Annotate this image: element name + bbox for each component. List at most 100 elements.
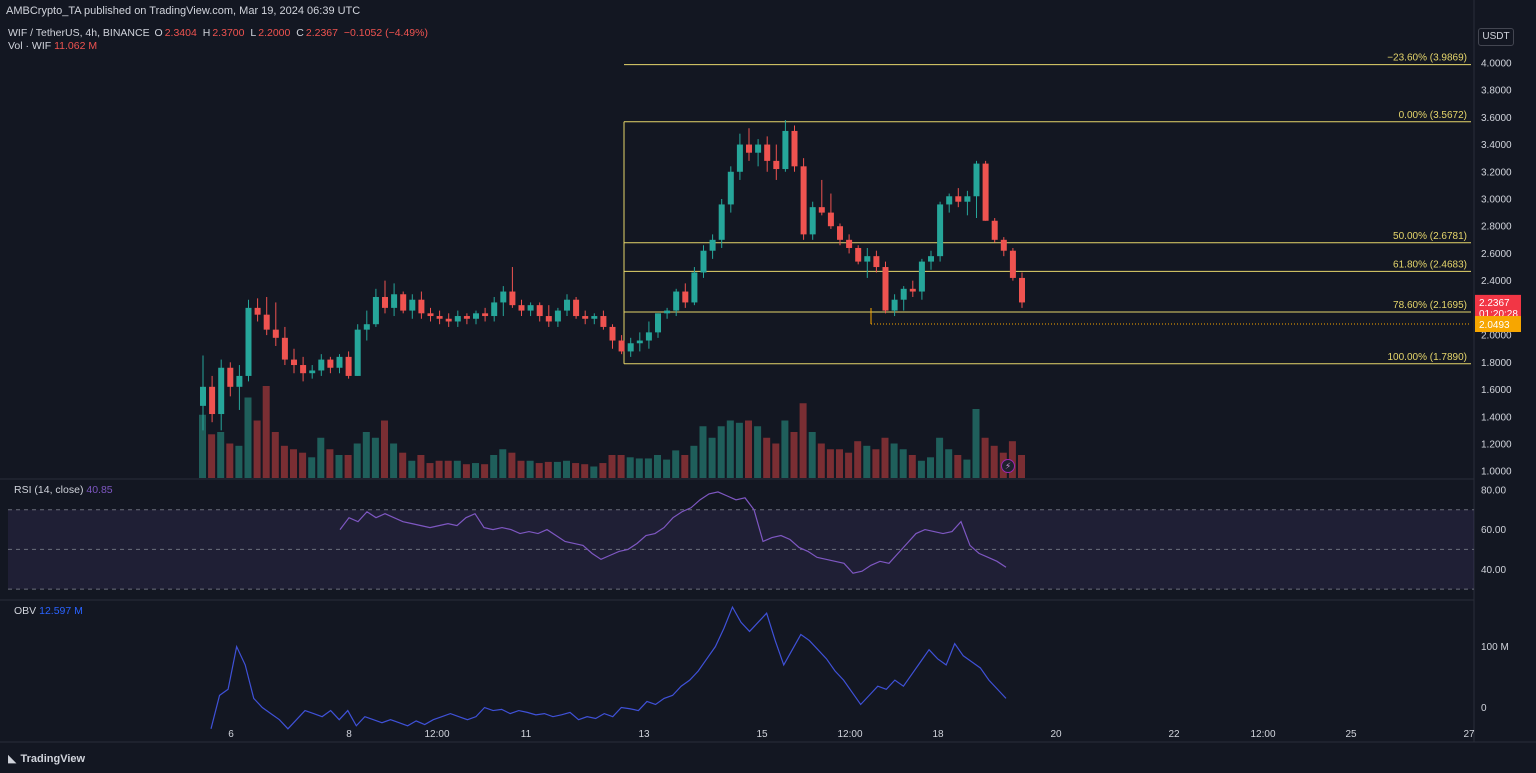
candle-body <box>955 196 962 202</box>
obv-legend[interactable]: OBV 12.597 M <box>14 605 83 617</box>
candle-body <box>846 239 853 248</box>
tradingview-logo-icon: ◣ <box>8 753 17 765</box>
candle-body <box>281 337 288 360</box>
candle-body <box>236 375 243 387</box>
fibonacci-retracement: −23.60% (3.9869) 0.00% (3.5672) 50.00% (2.… <box>623 53 1471 365</box>
volume-bar <box>490 455 498 478</box>
volume-bar <box>881 437 889 478</box>
currency-selector[interactable]: USDT <box>1478 28 1514 46</box>
fib-level-label: 61.80% (2.4683) <box>1393 259 1467 270</box>
candle-body <box>636 340 643 344</box>
symbol-legend[interactable]: WIF / TetherUS, 4h, BINANCE O 2.3404 H 2.3… <box>8 27 431 39</box>
price-tick-label: 3.4000 <box>1481 140 1512 151</box>
price-candles <box>200 120 1025 431</box>
tradingview-brand[interactable]: ◣ TradingView <box>8 752 85 765</box>
candle-body <box>764 144 771 161</box>
candle-body <box>209 386 216 415</box>
volume-bar <box>299 452 307 478</box>
price-tick-label: 1.8000 <box>1481 358 1512 369</box>
price-tick-label: 1.0000 <box>1481 467 1512 478</box>
volume-bar <box>735 422 743 478</box>
candle-body <box>1000 239 1007 251</box>
candle-body <box>964 196 971 202</box>
candle-body <box>345 356 352 376</box>
volume-bar <box>754 426 762 478</box>
rsi-tick-label: 80.00 <box>1481 485 1506 496</box>
volume-bar <box>453 460 461 478</box>
candle-body <box>254 307 261 315</box>
volume-bar <box>908 455 916 478</box>
candle-body <box>891 299 898 311</box>
volume-bar <box>863 445 871 478</box>
volume-bar <box>781 420 789 478</box>
volume-bar <box>699 426 707 478</box>
volume-bar <box>499 449 507 478</box>
candle-body <box>454 316 461 322</box>
volume-bar <box>472 463 479 478</box>
price-tick-label: 3.2000 <box>1481 167 1512 178</box>
volume-bar <box>271 432 279 478</box>
volume-label: Vol · WIF <box>8 40 52 52</box>
volume-bar <box>845 452 853 478</box>
candle-body <box>755 144 762 153</box>
price-tick-label: 3.6000 <box>1481 113 1512 124</box>
volume-bar <box>1018 455 1025 478</box>
rsi-legend[interactable]: RSI (14, close) 40.85 <box>14 484 113 496</box>
obv-line <box>210 605 1007 730</box>
volume-bar <box>836 449 843 478</box>
volume-bar <box>808 432 816 478</box>
volume-value: 11.062 M <box>54 40 98 52</box>
candle-body <box>564 299 570 311</box>
candle-body <box>782 130 789 170</box>
volume-bar <box>927 457 934 478</box>
volume-bar <box>253 420 261 478</box>
chart-grid <box>0 0 1536 743</box>
volume-bar <box>599 463 607 478</box>
symbol-title: WIF / TetherUS, 4h, BINANCE <box>8 27 150 39</box>
lightning-icon[interactable]: ⚡ <box>1001 459 1015 473</box>
volume-bar <box>335 455 343 478</box>
rsi-value: 40.85 <box>86 484 113 496</box>
candle-body <box>227 367 234 387</box>
candle-body <box>391 294 398 308</box>
volume-bar <box>826 449 834 478</box>
candle-body <box>318 359 325 371</box>
candle-body <box>354 329 361 376</box>
volume-bar <box>663 459 671 478</box>
time-tick-label: 13 <box>638 729 650 740</box>
candle-body <box>554 310 561 322</box>
candle-body <box>700 250 707 273</box>
volume-bar <box>854 441 862 478</box>
volume-bar <box>590 466 598 478</box>
volume-bar <box>572 463 580 478</box>
candle-body <box>864 256 871 262</box>
close-value: 2.2367 <box>305 27 338 39</box>
volume-bar <box>544 461 552 478</box>
fib-level-label: 0.00% (3.5672) <box>1399 110 1467 121</box>
volume-bar <box>654 455 661 478</box>
volume-bar <box>617 455 625 478</box>
candle-body <box>946 196 953 205</box>
volume-bars <box>199 386 1025 478</box>
candle-body <box>900 288 907 300</box>
volume-bar <box>535 463 543 478</box>
volume-legend[interactable]: Vol · WIF 11.062 M <box>8 40 97 52</box>
candle-body <box>500 291 507 303</box>
price-tick-label: 1.4000 <box>1481 412 1512 423</box>
volume-bar <box>817 443 825 478</box>
volume-bar <box>426 463 434 478</box>
volume-bar <box>462 464 470 478</box>
time-tick-label: 18 <box>932 729 944 740</box>
volume-bar <box>581 464 589 478</box>
obv-tick-label: 100 M <box>1481 642 1509 653</box>
candle-body <box>827 212 834 227</box>
volume-bar <box>726 420 734 478</box>
price-tick-label: 2.6000 <box>1481 249 1512 260</box>
price-tick-label: 1.2000 <box>1481 439 1512 450</box>
volume-bar <box>890 443 898 478</box>
volume-bar <box>799 403 807 478</box>
volume-bar <box>708 437 716 478</box>
time-tick-label: 20 <box>1050 729 1062 740</box>
candle-body <box>982 163 989 221</box>
